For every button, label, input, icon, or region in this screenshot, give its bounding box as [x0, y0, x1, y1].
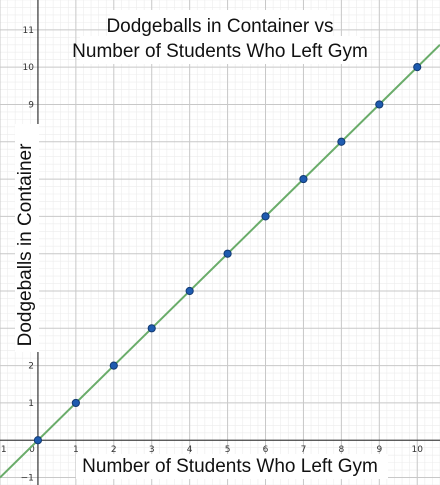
y-axis-title-group: Dodgeballs in Container [15, 124, 39, 352]
x-tick-label: 3 [149, 445, 155, 455]
data-point [261, 212, 270, 221]
data-point [375, 100, 384, 109]
data-point [413, 63, 422, 72]
x-tick-label: 2 [111, 445, 117, 455]
x-tick-label: 9 [376, 445, 382, 455]
x-axis-title-group: Number of Students Who Left Gym [76, 454, 388, 479]
x-tick-label: 4 [187, 445, 193, 455]
y-axis-title: Dodgeballs in Container [15, 143, 36, 346]
x-tick-label: −1 [0, 445, 7, 455]
x-tick-label: 1 [73, 445, 79, 455]
data-point [223, 249, 232, 258]
y-tick-label: −1 [21, 474, 34, 484]
y-tick-label: 11 [22, 26, 33, 36]
data-points [33, 63, 422, 445]
x-tick-label: 5 [225, 445, 231, 455]
data-point [147, 324, 156, 333]
title-line-2: Number of Students Who Left Gym [72, 41, 368, 62]
x-tick-label: 6 [263, 445, 269, 455]
data-point [71, 398, 80, 408]
y-tick-label: 10 [22, 63, 34, 73]
data-point [109, 361, 118, 370]
data-point [299, 174, 308, 184]
data-point [337, 137, 346, 146]
y-tick-label: 2 [28, 362, 34, 372]
x-tick-label: 8 [339, 445, 345, 455]
chart-title: Dodgeballs in Container vs Number of Stu… [72, 10, 368, 64]
x-tick-label: 0 [29, 445, 35, 455]
data-point [185, 286, 194, 296]
title-line-1: Dodgeballs in Container vs [106, 16, 333, 37]
x-tick-label: 10 [412, 445, 424, 455]
x-tick-label: 7 [301, 445, 307, 455]
data-point [33, 436, 43, 445]
y-tick-label: 9 [28, 100, 34, 110]
y-tick-label: 1 [28, 399, 34, 409]
x-axis-title: Number of Students Who Left Gym [82, 456, 378, 477]
